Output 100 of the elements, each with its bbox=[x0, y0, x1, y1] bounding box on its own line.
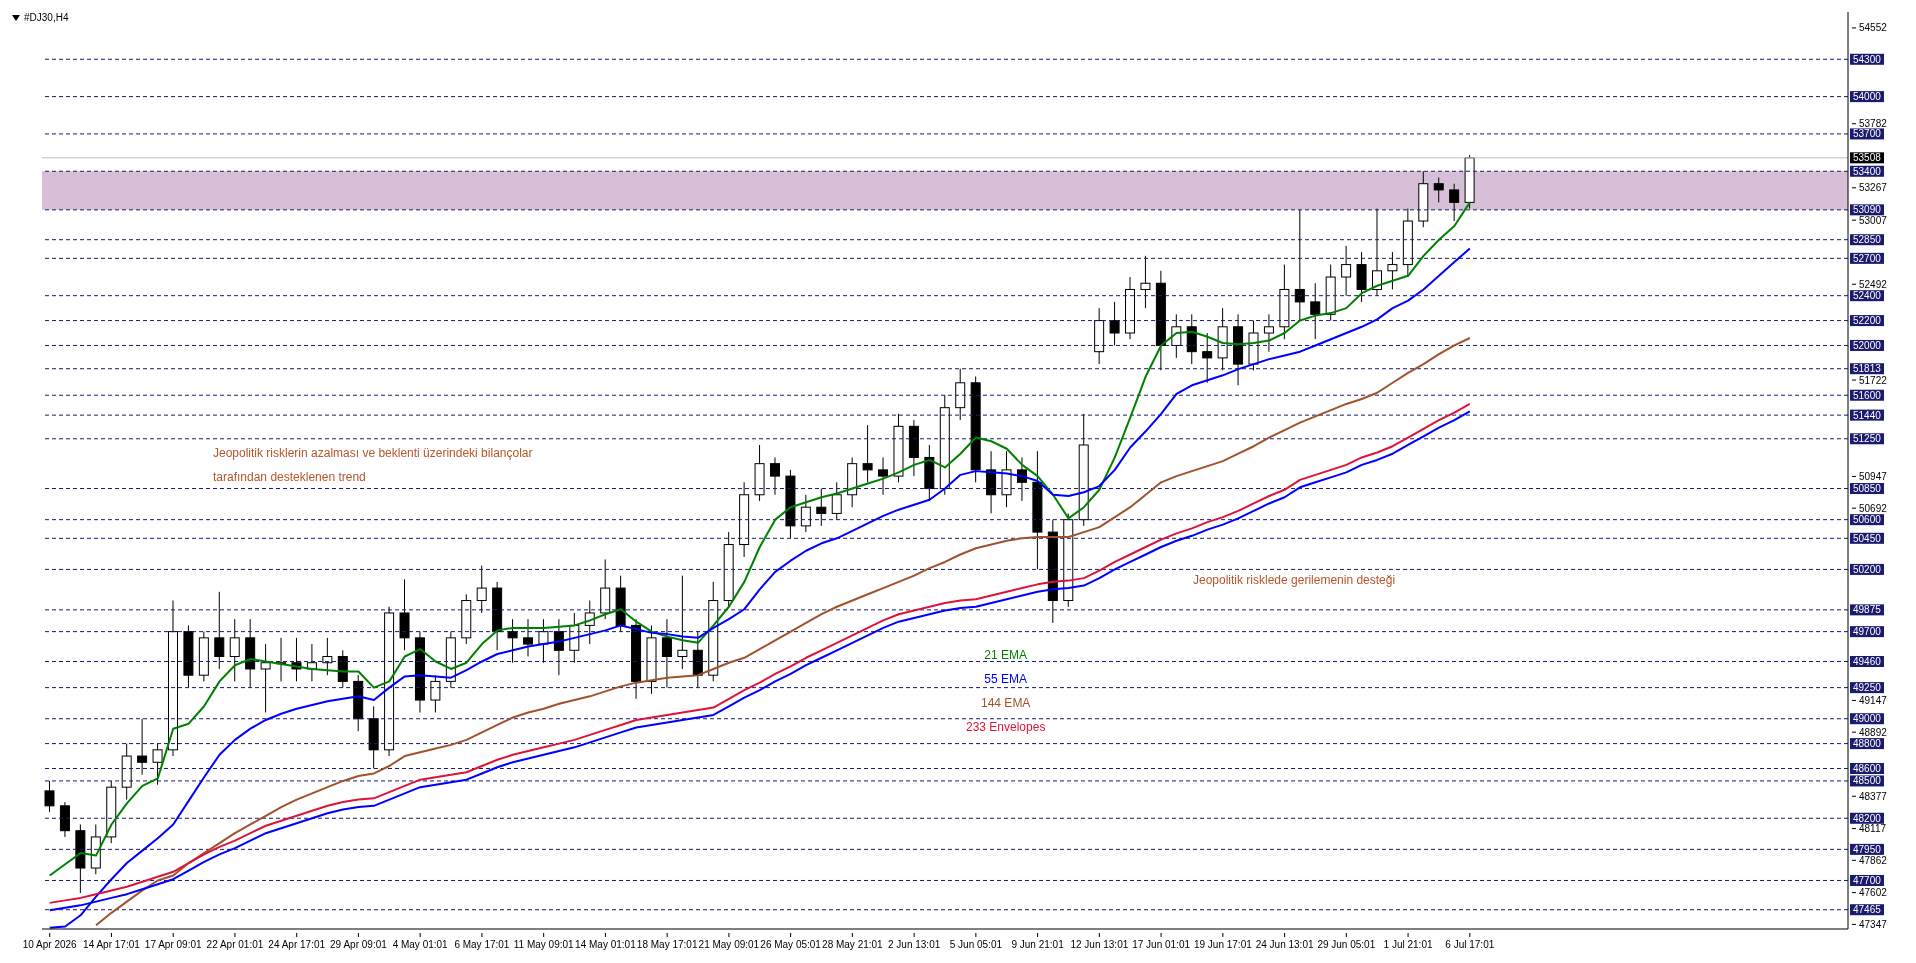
ref-line-label: 50850 bbox=[1853, 483, 1882, 495]
candlestick bbox=[538, 618, 549, 664]
ref-line-label: 48600 bbox=[1853, 762, 1882, 774]
y-tick-label: 48892 bbox=[1859, 726, 1888, 738]
candlestick bbox=[816, 488, 827, 527]
ref-line-label: 53090 bbox=[1853, 204, 1882, 216]
annotation: Jeopolitik risklerin azalması ve beklenti üzerindeki bilançolar tarafından desteklenen trend bbox=[213, 445, 534, 486]
ref-line-label: 54300 bbox=[1853, 53, 1882, 65]
candlestick bbox=[1202, 332, 1213, 384]
x-tick-label: 11 May 09:01 bbox=[513, 939, 575, 950]
y-tick-label: 54552 bbox=[1859, 22, 1888, 34]
ref-line-label: 50450 bbox=[1853, 532, 1882, 544]
y-tick-label: 50692 bbox=[1859, 502, 1888, 514]
text: 55 EMA bbox=[984, 672, 1028, 686]
y-tick-label: 48377 bbox=[1859, 790, 1888, 802]
line-series bbox=[95, 336, 1471, 927]
x-tick-label: 2 Jun 13:01 bbox=[888, 939, 941, 950]
ref-line-label: 49875 bbox=[1853, 604, 1882, 616]
ref-line-label: 47465 bbox=[1853, 904, 1882, 916]
candlestick bbox=[769, 456, 780, 496]
y-tick-label: 53267 bbox=[1859, 182, 1888, 194]
y-tick-label: 48117 bbox=[1859, 823, 1887, 835]
x-tick-label: 1 Jul 21:01 bbox=[1383, 939, 1433, 950]
x-tick-label: 14 May 01:01 bbox=[575, 939, 637, 950]
x-tick-label: 14 Apr 17:01 bbox=[83, 939, 141, 950]
ref-line-label: 49250 bbox=[1853, 682, 1882, 694]
x-tick-label: 6 May 17:01 bbox=[454, 939, 510, 950]
ref-line-label: 47700 bbox=[1853, 874, 1882, 886]
candlestick bbox=[677, 575, 688, 670]
candlestick bbox=[523, 618, 534, 658]
candlestick bbox=[44, 780, 55, 813]
candlestick bbox=[862, 424, 873, 483]
candlestick bbox=[260, 643, 271, 713]
candlestick bbox=[137, 718, 148, 776]
candlestick bbox=[1310, 282, 1321, 340]
candlestick bbox=[430, 674, 441, 713]
candlestick bbox=[1387, 251, 1398, 290]
y-tick-label: 47347 bbox=[1859, 918, 1888, 930]
text: 233 Envelopes bbox=[966, 720, 1046, 734]
ref-line-label: 52700 bbox=[1853, 252, 1882, 264]
candlestick bbox=[878, 456, 889, 496]
candlestick bbox=[152, 743, 163, 786]
ref-line-label: 53508 bbox=[1853, 152, 1882, 164]
x-tick-label: 5 Jun 05:01 bbox=[949, 939, 1003, 950]
x-tick-label: 6 Jul 17:01 bbox=[1445, 939, 1495, 950]
candlestick bbox=[1263, 313, 1274, 353]
candlestick bbox=[1433, 176, 1444, 203]
x-tick-label: 17 Apr 09:01 bbox=[144, 939, 202, 950]
ref-line-label: 48200 bbox=[1853, 812, 1882, 824]
candlestick bbox=[214, 591, 225, 670]
x-tick-label: 22 Apr 01:01 bbox=[206, 939, 264, 950]
text: 21 EMA bbox=[984, 648, 1028, 662]
ref-line-label: 51250 bbox=[1853, 433, 1882, 445]
candlestick bbox=[476, 565, 487, 614]
candlestick bbox=[800, 494, 811, 533]
candlestick bbox=[1140, 255, 1151, 309]
y-tick-label: 50947 bbox=[1859, 470, 1888, 482]
candlestick bbox=[1109, 301, 1120, 346]
ref-line-label: 53700 bbox=[1853, 128, 1882, 140]
ref-line-label: 52400 bbox=[1853, 290, 1882, 302]
candlestick bbox=[661, 618, 672, 689]
x-tick-label: 29 Jun 05:01 bbox=[1317, 939, 1376, 950]
candlestick bbox=[1294, 209, 1305, 322]
ref-line-label: 47950 bbox=[1853, 843, 1882, 855]
ref-line-label: 51600 bbox=[1853, 389, 1882, 401]
ref-line-label: 52000 bbox=[1853, 339, 1882, 351]
y-tick-label: 53782 bbox=[1859, 118, 1888, 130]
y-tick-label: 47862 bbox=[1859, 854, 1888, 866]
x-tick-label: 10 Apr 2026 bbox=[22, 939, 78, 950]
candlestick bbox=[1341, 245, 1352, 297]
y-tick-label: 53007 bbox=[1859, 214, 1888, 226]
x-tick-label: 26 May 05:01 bbox=[760, 939, 822, 950]
ref-line-label: 52850 bbox=[1853, 234, 1882, 246]
annotation: Jeopolitik risklede gerilemenin desteği bbox=[1193, 572, 1397, 589]
chart-title: #DJ30,H4 bbox=[24, 12, 69, 23]
ref-line-label: 49000 bbox=[1853, 713, 1882, 725]
x-tick-label: 9 Jun 21:01 bbox=[1011, 939, 1065, 950]
x-tick-label: 29 Apr 09:01 bbox=[330, 939, 388, 950]
candlestick bbox=[229, 618, 240, 682]
x-tick-label: 24 Jun 13:01 bbox=[1255, 939, 1314, 950]
y-tick-label: 51722 bbox=[1859, 374, 1888, 386]
ref-line-label: 51813 bbox=[1853, 363, 1882, 375]
y-tick-label: 47602 bbox=[1859, 887, 1888, 899]
ref-line-label: 48500 bbox=[1853, 775, 1882, 787]
x-tick-label: 19 Jun 17:01 bbox=[1193, 939, 1253, 950]
ref-line-label: 53400 bbox=[1853, 165, 1882, 177]
ref-line-label: 50600 bbox=[1853, 514, 1882, 526]
y-tick-label: 49147 bbox=[1859, 694, 1888, 706]
candlestick bbox=[831, 481, 842, 521]
ref-line-label: 48800 bbox=[1853, 738, 1882, 750]
ref-line-label: 49460 bbox=[1853, 655, 1882, 667]
x-tick-label: 21 May 09:01 bbox=[698, 939, 760, 950]
text: 144 EMA bbox=[981, 696, 1031, 710]
ref-line-label: 51440 bbox=[1853, 409, 1882, 421]
candlestick bbox=[507, 618, 518, 664]
x-tick-label: 4 May 01:01 bbox=[392, 939, 449, 950]
ref-line-label: 49700 bbox=[1853, 626, 1882, 638]
candlestick bbox=[1371, 208, 1382, 297]
x-tick-label: 17 Jun 01:01 bbox=[1132, 939, 1191, 950]
x-tick-label: 12 Jun 13:01 bbox=[1070, 939, 1129, 950]
